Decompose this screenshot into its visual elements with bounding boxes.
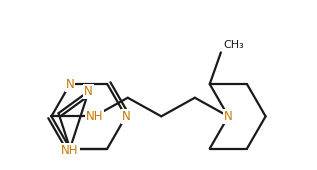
Text: N: N <box>224 110 233 123</box>
Text: N: N <box>121 110 130 123</box>
Text: NH: NH <box>86 110 103 123</box>
Text: N: N <box>84 85 93 98</box>
Text: NH: NH <box>61 144 79 157</box>
Text: CH₃: CH₃ <box>223 40 244 50</box>
Text: N: N <box>66 78 74 91</box>
